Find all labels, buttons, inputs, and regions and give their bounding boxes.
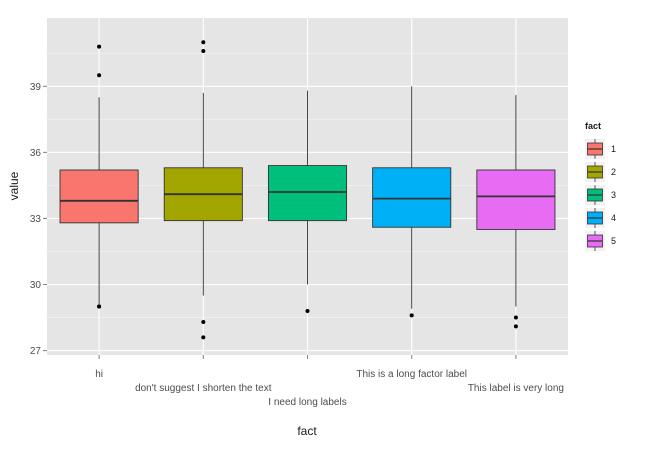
y-tick-label: 27 [30, 346, 42, 357]
legend-item-5: 5 [585, 231, 616, 251]
outlier-point [201, 335, 206, 340]
legend-title: fact [585, 121, 601, 131]
legend-item-2: 2 [585, 162, 616, 182]
legend: fact 1 2 3 4 5 [585, 121, 616, 251]
x-tick-label: This is a long factor label [356, 369, 467, 380]
outlier-point [305, 308, 310, 313]
y-tick-label: 36 [30, 148, 42, 159]
legend-label: 2 [611, 167, 616, 177]
box-body [267, 165, 348, 222]
y-tick-label: 33 [30, 214, 42, 225]
outlier-point [513, 315, 518, 320]
legend-item-4: 4 [585, 208, 616, 228]
x-axis-ticks: hi don't suggest I shorten the text I need… [95, 355, 564, 408]
y-axis-ticks: 27 30 33 36 39 [30, 82, 47, 357]
outlier-point [97, 304, 102, 309]
y-tick-label: 39 [30, 82, 42, 93]
x-tick-label: hi [95, 369, 103, 380]
box-3 [267, 90, 348, 313]
outlier-point [201, 40, 206, 45]
legend-label: 3 [611, 190, 616, 200]
box-1 [59, 44, 139, 309]
box-body [59, 169, 139, 224]
y-tick-label: 30 [30, 280, 42, 291]
x-tick-label: don't suggest I shorten the text [135, 383, 272, 394]
box-2 [163, 40, 243, 340]
x-tick-label: I need long labels [268, 397, 346, 408]
legend-label: 4 [611, 213, 616, 223]
legend-label: 5 [611, 236, 616, 246]
outlier-point [201, 319, 206, 324]
outlier-point [201, 49, 206, 54]
box-4 [372, 86, 452, 318]
legend-item-3: 3 [585, 185, 616, 205]
y-axis-title: value [7, 171, 21, 200]
outlier-point [97, 44, 102, 49]
x-axis-title: fact [297, 424, 317, 438]
legend-label: 1 [611, 144, 616, 154]
outlier-point [513, 324, 518, 329]
outlier-point [97, 73, 102, 78]
outlier-point [409, 313, 414, 318]
boxes [59, 40, 556, 340]
legend-item-1: 1 [585, 139, 616, 159]
box-5 [476, 95, 556, 329]
x-tick-label: This label is very long [468, 383, 564, 394]
box-body [372, 167, 452, 228]
box-body [476, 169, 556, 230]
